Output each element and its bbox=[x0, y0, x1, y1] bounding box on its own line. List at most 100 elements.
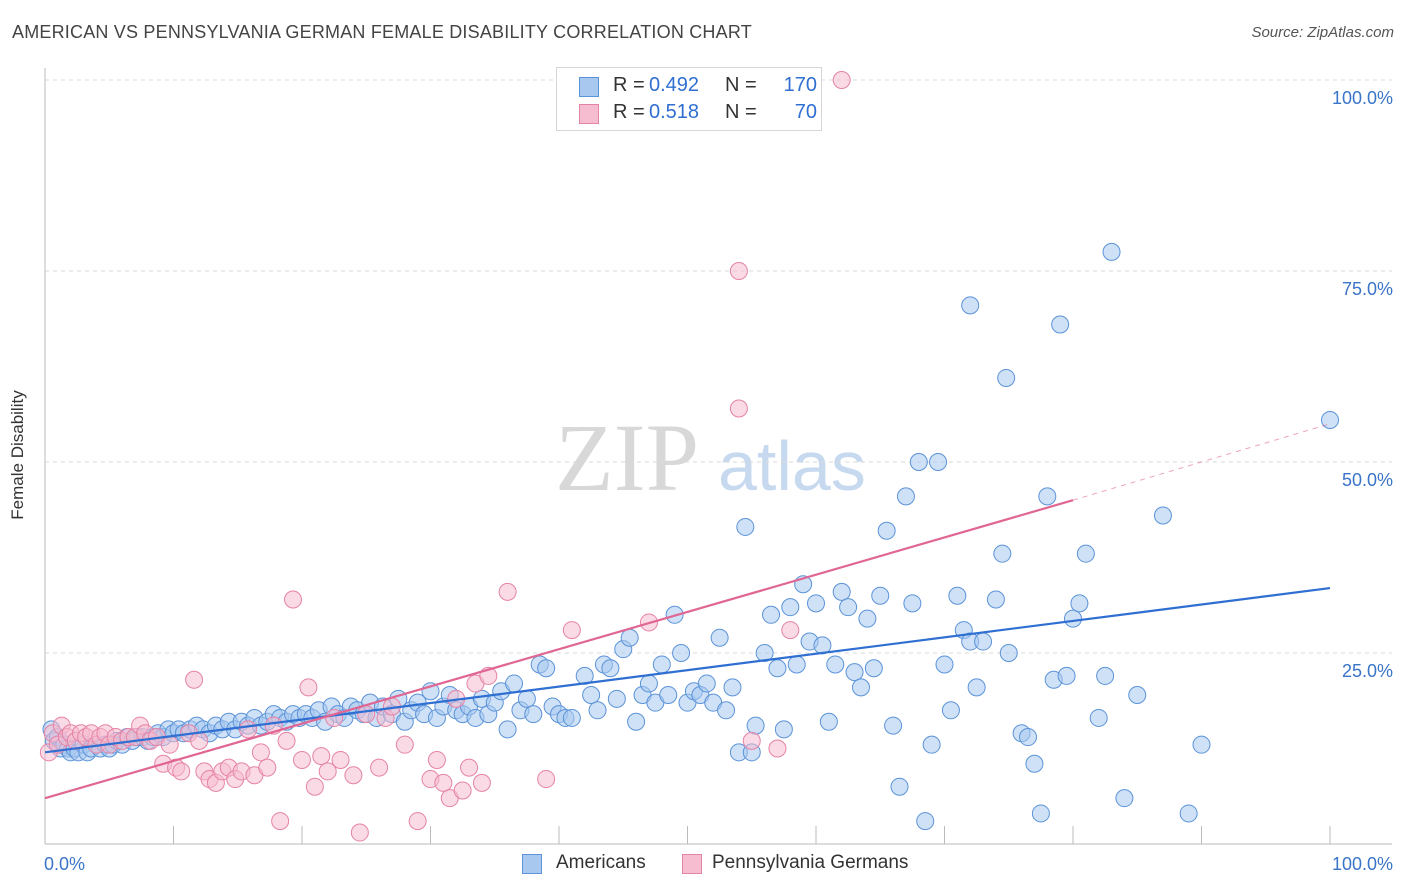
pa-germans-r-label: R = bbox=[613, 101, 645, 123]
pa-germans-point-27 bbox=[185, 670, 204, 689]
americans-point-93 bbox=[588, 701, 607, 720]
americans-point-130 bbox=[826, 655, 845, 674]
americans-point-84 bbox=[524, 705, 543, 724]
americans-point-149 bbox=[948, 586, 967, 605]
pa-germans-trendline-extension bbox=[1072, 423, 1331, 501]
bottom-americans-label: Americans bbox=[556, 852, 646, 873]
americans-point-98 bbox=[620, 628, 639, 647]
americans-point-152 bbox=[961, 296, 980, 315]
bottom-pa-germans-swatch bbox=[682, 854, 702, 874]
americans-point-120 bbox=[762, 605, 781, 624]
pa-germans-point-73 bbox=[729, 262, 748, 280]
americans-point-135 bbox=[858, 609, 877, 628]
pa-germans-point-78 bbox=[832, 71, 851, 89]
pa-germans-point-41 bbox=[271, 812, 290, 831]
pa-germans-point-75 bbox=[742, 731, 761, 750]
pa-germans-n-value: 70 bbox=[794, 101, 817, 123]
americans-point-178 bbox=[1321, 410, 1339, 429]
bottom-americans-swatch bbox=[522, 854, 542, 874]
americans-point-86 bbox=[537, 659, 556, 678]
pa-germans-n-label: N = bbox=[725, 101, 757, 123]
pa-germans-point-23 bbox=[160, 735, 179, 754]
americans-point-140 bbox=[890, 777, 909, 796]
pa-germans-point-45 bbox=[299, 678, 318, 697]
americans-point-81 bbox=[505, 674, 524, 693]
americans-point-170 bbox=[1089, 708, 1108, 727]
americans-point-92 bbox=[582, 686, 601, 705]
americans-point-119 bbox=[755, 644, 774, 662]
americans-n-label: N = bbox=[725, 74, 757, 96]
americans-point-133 bbox=[845, 663, 864, 682]
y-tick-label-100: 100.0% bbox=[1332, 88, 1393, 108]
americans-point-112 bbox=[710, 628, 729, 647]
americans-r-value: 0.492 bbox=[649, 74, 700, 96]
pa-germans-point-47 bbox=[312, 747, 331, 766]
americans-point-143 bbox=[909, 453, 928, 471]
americans-point-104 bbox=[659, 686, 678, 705]
americans-point-106 bbox=[672, 644, 691, 662]
americans-point-153 bbox=[967, 678, 986, 697]
stats-legend: R = 0.492 N = 170 R = 0.518 N = 70 bbox=[556, 67, 822, 131]
pa-germans-point-57 bbox=[395, 735, 414, 754]
pa-germans-point-53 bbox=[357, 705, 376, 724]
americans-point-166 bbox=[1057, 666, 1076, 685]
americans-point-134 bbox=[851, 678, 870, 697]
americans-point-144 bbox=[916, 812, 935, 831]
americans-point-83 bbox=[517, 689, 536, 708]
americans-point-154 bbox=[974, 632, 993, 651]
americans-point-138 bbox=[877, 521, 896, 540]
americans-point-161 bbox=[1025, 754, 1044, 773]
americans-point-169 bbox=[1076, 544, 1095, 563]
americans-point-177 bbox=[1192, 735, 1211, 754]
americans-point-129 bbox=[819, 712, 838, 731]
americans-point-142 bbox=[903, 594, 922, 613]
americans-point-160 bbox=[1019, 728, 1038, 747]
bottom-pa-germans-label: Pennsylvania Germans bbox=[712, 852, 909, 873]
pa-germans-point-71 bbox=[562, 621, 581, 640]
pa-germans-point-36 bbox=[239, 720, 258, 739]
americans-point-174 bbox=[1128, 686, 1147, 705]
pa-germans-point-67 bbox=[472, 773, 491, 792]
americans-point-147 bbox=[935, 655, 954, 674]
americans-point-139 bbox=[884, 716, 903, 735]
americans-point-162 bbox=[1031, 804, 1050, 823]
americans-point-121 bbox=[768, 659, 787, 678]
source-label: Source: ZipAtlas.com bbox=[1251, 24, 1394, 41]
pa-germans-point-25 bbox=[172, 762, 191, 781]
americans-point-175 bbox=[1153, 506, 1172, 525]
pa-germans-point-48 bbox=[318, 762, 337, 781]
americans-point-95 bbox=[601, 659, 620, 678]
americans-point-165 bbox=[1051, 315, 1070, 334]
americans-point-96 bbox=[607, 689, 626, 708]
americans-point-146 bbox=[929, 453, 948, 471]
americans-point-118 bbox=[746, 716, 765, 735]
americans-r-label: R = bbox=[613, 74, 645, 96]
americans-point-113 bbox=[717, 701, 736, 720]
watermark-zip: ZIP bbox=[555, 404, 699, 511]
y-tick-label-50: 50.0% bbox=[1342, 470, 1393, 490]
pa-germans-point-51 bbox=[344, 766, 363, 785]
americans-point-168 bbox=[1070, 594, 1089, 613]
americans-point-123 bbox=[781, 598, 800, 617]
americans-point-163 bbox=[1038, 487, 1057, 506]
pa-germans-point-44 bbox=[293, 750, 311, 769]
americans-point-110 bbox=[697, 674, 716, 693]
y-tick-label-75: 75.0% bbox=[1342, 279, 1393, 299]
pa-germans-point-74 bbox=[729, 399, 748, 418]
americans-point-176 bbox=[1179, 804, 1198, 823]
americans-point-173 bbox=[1115, 789, 1134, 808]
chart-title: AMERICAN VS PENNSYLVANIA GERMAN FEMALE D… bbox=[12, 22, 752, 42]
pa-germans-point-54 bbox=[370, 758, 389, 777]
americans-point-114 bbox=[723, 678, 742, 697]
pa-germans-point-77 bbox=[781, 621, 800, 640]
x-tick-label-max: 100.0% bbox=[1332, 854, 1393, 874]
pa-germans-point-42 bbox=[277, 731, 296, 750]
americans-point-167 bbox=[1064, 609, 1082, 628]
pa-germans-point-65 bbox=[460, 758, 479, 777]
pa-germans-swatch bbox=[579, 104, 599, 124]
pa-germans-trendline bbox=[44, 499, 1074, 800]
pa-germans-point-76 bbox=[768, 739, 787, 758]
americans-swatch bbox=[579, 77, 599, 97]
americans-point-127 bbox=[807, 594, 825, 613]
